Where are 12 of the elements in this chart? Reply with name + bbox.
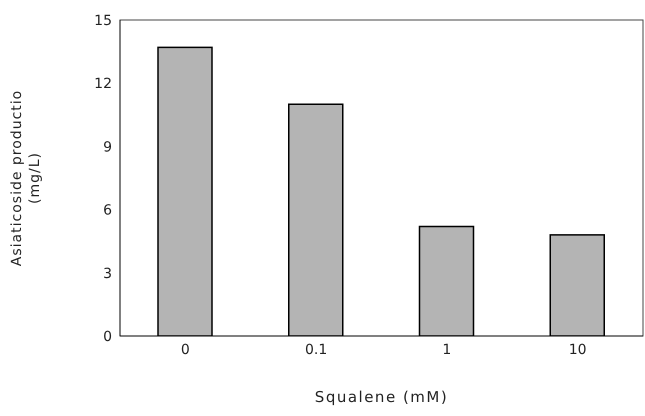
y-tick-label: 0 [103, 328, 112, 345]
y-tick-label: 9 [103, 139, 112, 156]
y-tick-label: 3 [103, 266, 112, 282]
y-axis-title: Asiaticoside productio (mg/L) [9, 90, 43, 266]
x-tick-label: 0 [180, 342, 190, 358]
x-tick-label: 10 [568, 342, 587, 358]
y-tick-label: 15 [94, 12, 112, 29]
x-axis-title: Squalene (mM) [314, 388, 448, 406]
y-tick-label: 6 [103, 202, 112, 219]
x-tick-label: 0.1 [304, 342, 328, 358]
y-tick-label: 12 [94, 76, 112, 92]
x-tick-label: 1 [442, 342, 452, 358]
